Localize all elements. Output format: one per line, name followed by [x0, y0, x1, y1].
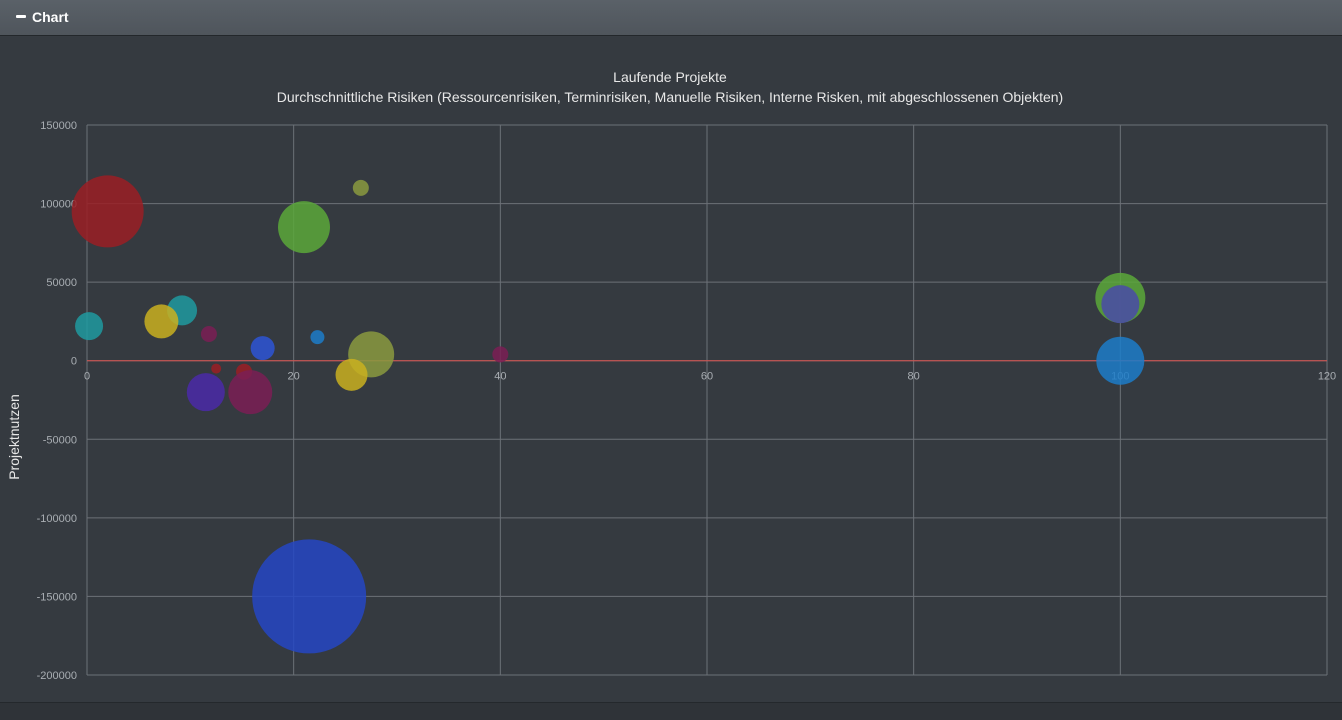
panel-title: Chart [32, 9, 69, 25]
bubble-point-2[interactable] [278, 201, 330, 254]
y-tick-label: 0 [71, 356, 77, 368]
y-axis-label: Projektnutzen [6, 394, 22, 480]
x-tick-label: 120 [1318, 371, 1336, 383]
bubble-chart: Laufende Projekte Durchschnittliche Risi… [6, 69, 1336, 682]
panel-footer [0, 702, 1342, 720]
bubble-point-11[interactable] [335, 358, 368, 391]
minus-icon[interactable] [16, 15, 26, 18]
bubble-point-7[interactable] [200, 326, 217, 342]
y-tick-label: 150000 [40, 120, 77, 132]
chart-subtitle: Durchschnittliche Risiken (Ressourcenris… [277, 89, 1063, 105]
bubble-point-3[interactable] [352, 179, 369, 196]
bubble-point-1[interactable] [71, 175, 144, 248]
x-tick-label: 60 [701, 371, 713, 383]
bubble-point-18[interactable] [1101, 285, 1140, 324]
y-tick-label: 100000 [40, 199, 77, 211]
x-tick-label: 40 [494, 371, 506, 383]
y-tick-label: -150000 [37, 591, 77, 603]
bubble-point-13[interactable] [211, 363, 222, 374]
bubble-point-20[interactable] [252, 539, 367, 654]
panel-header: Chart [0, 0, 1342, 36]
bubble-point-6[interactable] [144, 304, 179, 339]
bubble-point-12[interactable] [492, 346, 509, 363]
y-tick-label: -200000 [37, 670, 77, 682]
x-tick-label: 20 [288, 371, 300, 383]
y-tick-label: -100000 [37, 513, 77, 525]
bubble-point-16[interactable] [228, 370, 273, 415]
chart-title: Laufende Projekte [613, 69, 727, 85]
bubble-point-8[interactable] [250, 336, 275, 361]
bubbles [71, 175, 1146, 654]
bubble-point-9[interactable] [310, 330, 325, 345]
x-tick-label: 80 [908, 371, 920, 383]
bubble-point-19[interactable] [1096, 336, 1145, 385]
y-tick-label: -50000 [43, 434, 77, 446]
y-tick-label: 50000 [46, 277, 77, 289]
x-tick-label: 0 [84, 371, 90, 383]
bubble-point-15[interactable] [186, 373, 225, 412]
bubble-point-5[interactable] [75, 312, 104, 341]
